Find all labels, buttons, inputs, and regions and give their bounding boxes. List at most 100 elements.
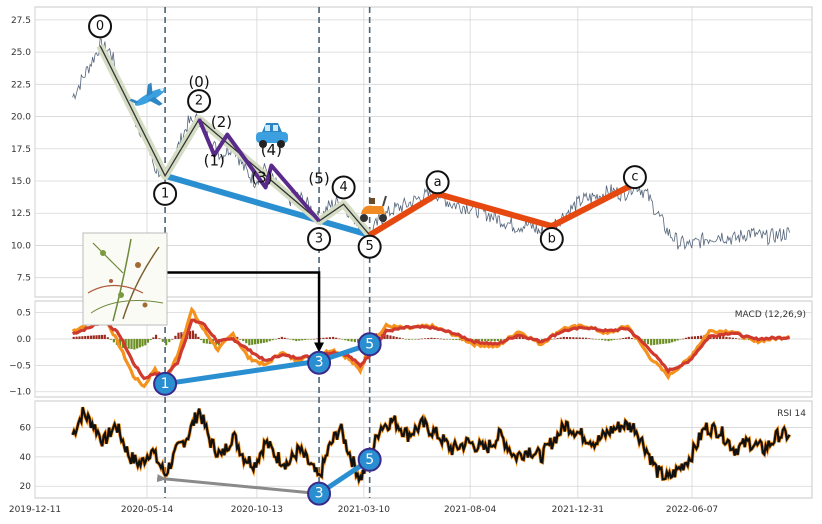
macd-histogram-bar <box>404 338 408 340</box>
macd-signal-line <box>71 317 790 381</box>
macd-histogram-bar <box>389 335 392 339</box>
macd-histogram-bar <box>75 336 78 339</box>
macd-histogram-bar <box>484 338 487 342</box>
macd-histogram-bar <box>607 338 610 342</box>
macd-histogram-bar <box>191 330 195 339</box>
macd-histogram-bar <box>98 335 101 339</box>
macd-histogram-bar <box>417 338 420 340</box>
macd-histogram-bar <box>322 337 325 339</box>
macd-histogram-bar <box>341 338 344 340</box>
macd-histogram-bar <box>239 338 242 340</box>
y-tick-label: 7.5 <box>17 274 31 284</box>
macd-histogram-bar <box>594 338 597 340</box>
macd-histogram-bar <box>430 337 433 339</box>
wave-label: a <box>434 175 442 190</box>
macd-histogram-bar <box>556 338 559 339</box>
macd-histogram-bar <box>616 338 619 340</box>
macd-histogram-bar <box>100 334 104 339</box>
macd-histogram-bar <box>141 338 144 347</box>
macd-histogram-bar <box>653 338 656 345</box>
macd-histogram-bar <box>643 338 646 343</box>
rsi-line <box>71 406 791 485</box>
macd-histogram-bar <box>731 337 734 339</box>
airplane-icon <box>129 82 166 106</box>
y-tick-label: 10.0 <box>11 241 31 251</box>
wave-label-circle <box>88 14 113 39</box>
macd-histogram-bar <box>423 338 427 339</box>
macd-histogram-bar <box>442 338 445 340</box>
macd-histogram-bar <box>682 338 685 340</box>
y-tick-label: 40 <box>20 453 32 463</box>
macd-histogram-bar <box>256 338 260 344</box>
macd-histogram-bar <box>262 338 265 343</box>
y-tick-label: 27.5 <box>11 16 31 26</box>
macd-histogram-bar <box>138 338 141 348</box>
y-tick-label: 0.0 <box>17 335 32 345</box>
macd-histogram-bar <box>420 338 423 340</box>
elliott-wave-subwave <box>197 118 321 223</box>
macd-histogram-bar <box>130 338 133 350</box>
macd-histogram-bar <box>477 338 480 342</box>
macd-histogram-bar <box>624 337 627 339</box>
divergence-label-circle <box>357 332 382 357</box>
scooter-icon <box>360 195 387 222</box>
macd-histogram-bar <box>452 338 455 340</box>
macd-histogram-bar <box>87 335 90 339</box>
macd-histogram-bar <box>621 338 625 339</box>
macd-histogram-bar <box>662 338 665 344</box>
macd-histogram-bar <box>597 338 601 340</box>
macd-histogram-bar <box>118 338 122 348</box>
wave-label: 4 <box>339 180 347 195</box>
macd-histogram-bar <box>289 338 292 340</box>
macd-histogram-bar <box>161 338 164 342</box>
divergence-label: 3 <box>315 355 324 371</box>
divergence-label: 1 <box>161 376 170 392</box>
macd-histogram-bar <box>569 337 572 339</box>
chart-labels: 7.510.012.515.017.520.022.525.027.5−1.0−… <box>9 14 718 515</box>
macd-histogram-bar <box>298 338 301 341</box>
macd-histogram-bar <box>744 338 747 340</box>
macd-histogram-bar <box>581 337 585 339</box>
x-tick-label: 2022-06-07 <box>666 505 718 515</box>
elliott-wave-abc <box>368 180 637 238</box>
macd-histogram-bar <box>332 336 335 339</box>
macd-histogram-bar <box>133 338 136 350</box>
macd-histogram-bar <box>591 338 594 340</box>
macd-histogram-bar <box>180 332 183 339</box>
wave-label: c <box>631 170 638 185</box>
macd-histogram-bar <box>325 337 328 339</box>
macd-histogram-bar <box>89 335 93 339</box>
divergence-label-circle <box>307 481 332 506</box>
macd-histogram-bar <box>518 336 521 339</box>
macd-histogram-bar <box>310 338 313 340</box>
macd-histogram-bar <box>174 335 177 339</box>
wave-label: 2 <box>195 94 203 109</box>
divergence-label: 3 <box>315 486 324 502</box>
y-tick-label: −0.5 <box>9 361 31 371</box>
macd-histogram-bar <box>572 337 575 339</box>
macd-histogram-bar <box>490 338 493 342</box>
x-tick-label: 2021-08-04 <box>444 505 497 515</box>
plant-sketch-icon <box>82 232 168 326</box>
macd-histogram-bar <box>199 338 203 341</box>
macd-histogram-bar <box>562 336 565 339</box>
y-tick-label: 17.5 <box>11 145 31 155</box>
macd-histogram-bar <box>328 337 332 339</box>
macd-histogram-bar <box>383 334 386 339</box>
macd-histogram-bar <box>146 338 150 343</box>
macd-histogram-bar <box>81 336 84 339</box>
macd-histogram-bar <box>693 336 697 339</box>
macd-histogram-bar <box>496 338 500 342</box>
wave-label: b <box>548 232 556 247</box>
macd-histogram-bar <box>112 338 115 343</box>
macd-histogram-bar <box>158 338 161 339</box>
macd-histogram-bar <box>395 336 398 339</box>
macd-histogram-bar <box>103 334 106 339</box>
macd-histogram-bar <box>344 338 347 341</box>
macd-histogram-bar <box>280 336 283 339</box>
macd-histogram-bar <box>728 337 731 339</box>
macd-histogram-bar <box>610 338 613 341</box>
macd-histogram-bar <box>668 338 671 344</box>
macd-histogram-bar <box>604 338 607 341</box>
